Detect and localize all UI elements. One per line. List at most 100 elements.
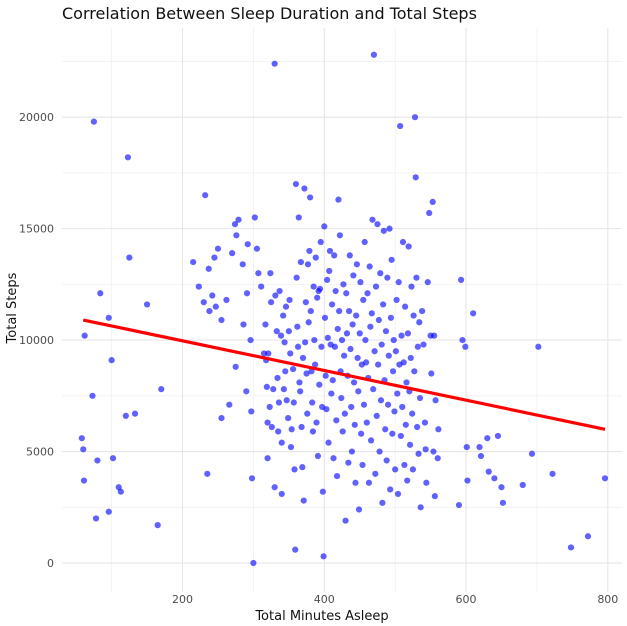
data-point bbox=[310, 283, 317, 290]
data-point bbox=[270, 386, 277, 393]
data-point bbox=[424, 279, 431, 286]
data-point bbox=[377, 397, 385, 404]
data-point bbox=[319, 488, 326, 495]
data-point bbox=[361, 238, 368, 246]
data-point bbox=[280, 386, 287, 393]
y-tick-label: 0 bbox=[47, 557, 54, 570]
data-point bbox=[309, 428, 317, 435]
data-point bbox=[313, 419, 320, 426]
data-point bbox=[154, 522, 161, 529]
data-point bbox=[400, 359, 407, 366]
data-point bbox=[324, 334, 331, 341]
data-point bbox=[331, 252, 338, 259]
data-point bbox=[298, 423, 305, 431]
data-point bbox=[273, 328, 280, 335]
data-point bbox=[200, 299, 207, 306]
data-point bbox=[401, 303, 409, 310]
data-point bbox=[318, 343, 325, 350]
data-point bbox=[233, 232, 240, 239]
data-point bbox=[280, 312, 287, 319]
data-point bbox=[338, 336, 346, 344]
data-point bbox=[324, 276, 331, 284]
data-point bbox=[407, 354, 414, 362]
data-point bbox=[360, 401, 368, 408]
data-point bbox=[342, 517, 349, 524]
data-point bbox=[314, 452, 321, 460]
data-point bbox=[389, 368, 397, 375]
data-point bbox=[394, 490, 402, 498]
data-point bbox=[90, 118, 97, 125]
data-point bbox=[584, 533, 592, 540]
y-axis-ticks: 0 5000 10000 15000 20000 bbox=[19, 111, 54, 570]
data-point bbox=[333, 472, 341, 480]
data-point bbox=[92, 515, 100, 522]
data-point bbox=[383, 457, 390, 464]
data-point bbox=[375, 361, 382, 368]
data-point bbox=[321, 223, 328, 230]
data-point bbox=[392, 348, 399, 355]
data-point bbox=[357, 279, 364, 286]
data-point bbox=[348, 403, 355, 411]
data-point bbox=[265, 350, 272, 357]
data-point bbox=[262, 321, 269, 328]
data-point bbox=[422, 446, 429, 453]
data-point bbox=[240, 321, 247, 328]
data-point bbox=[601, 475, 609, 482]
data-point bbox=[206, 308, 213, 315]
data-point bbox=[331, 343, 339, 350]
data-point bbox=[399, 403, 406, 411]
data-point bbox=[325, 439, 332, 446]
y-tick-label: 20000 bbox=[19, 111, 54, 124]
data-point bbox=[291, 466, 298, 473]
data-point bbox=[419, 308, 426, 315]
data-point bbox=[380, 301, 387, 308]
data-point bbox=[268, 423, 275, 431]
data-point bbox=[211, 254, 218, 261]
data-points bbox=[78, 51, 609, 567]
data-point bbox=[338, 394, 345, 402]
data-point bbox=[235, 216, 242, 223]
data-point bbox=[431, 332, 438, 339]
data-point bbox=[321, 314, 329, 321]
data-point bbox=[243, 388, 250, 395]
data-point bbox=[231, 221, 239, 228]
data-point bbox=[355, 506, 363, 513]
data-point bbox=[476, 443, 483, 451]
data-point bbox=[404, 330, 412, 337]
data-point bbox=[336, 308, 343, 315]
data-point bbox=[416, 319, 423, 326]
data-point bbox=[459, 336, 466, 344]
data-point bbox=[411, 114, 419, 121]
data-point bbox=[281, 339, 288, 346]
data-point bbox=[367, 323, 374, 330]
data-point bbox=[296, 379, 303, 386]
data-point bbox=[352, 479, 359, 486]
data-point bbox=[414, 343, 421, 350]
data-point bbox=[365, 479, 373, 486]
data-point bbox=[330, 455, 337, 462]
data-point bbox=[414, 423, 421, 431]
data-point bbox=[389, 430, 396, 437]
data-point bbox=[386, 225, 393, 232]
data-point bbox=[470, 310, 477, 317]
data-point bbox=[248, 475, 256, 482]
data-point bbox=[276, 287, 283, 295]
data-point bbox=[349, 321, 356, 328]
data-point bbox=[377, 270, 384, 277]
data-point bbox=[122, 412, 129, 419]
data-point bbox=[264, 455, 271, 462]
x-tick-label: 200 bbox=[172, 593, 193, 606]
data-point bbox=[462, 343, 469, 350]
data-point bbox=[374, 221, 381, 228]
data-point bbox=[359, 461, 366, 469]
data-point bbox=[375, 316, 382, 324]
data-point bbox=[278, 439, 285, 446]
data-point bbox=[204, 470, 211, 477]
data-point bbox=[287, 350, 294, 357]
data-point bbox=[416, 394, 424, 402]
data-point bbox=[567, 544, 575, 551]
data-point bbox=[370, 386, 377, 393]
data-point bbox=[346, 252, 353, 259]
data-point bbox=[282, 303, 290, 310]
data-point bbox=[316, 285, 324, 292]
